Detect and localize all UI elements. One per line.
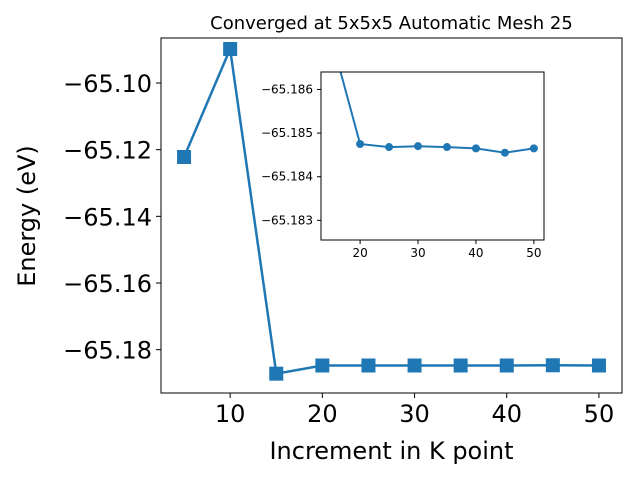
main-y-tick-label: −65.10: [63, 70, 152, 98]
inset-data-point: [385, 143, 394, 152]
main-y-tick-label: −65.12: [63, 137, 152, 165]
main-series-line: [182, 44, 600, 376]
main-y-tick-label: −65.14: [63, 203, 152, 231]
inset-x-axis: 20 30 40 50: [352, 240, 542, 260]
x-axis-label: Increment in K point: [269, 437, 513, 465]
main-x-tick-label: 10: [215, 400, 246, 428]
inset-plot-frame: [320, 71, 545, 241]
inset-x-tick-label: 20: [352, 246, 367, 260]
main-x-tick-label: 40: [491, 400, 522, 428]
inset-data-point: [529, 144, 538, 153]
main-x-tick-label: 30: [399, 400, 430, 428]
inset-data-point: [327, 33, 335, 41]
inset-series-line: [339, 72, 535, 154]
main-data-point: [407, 358, 422, 373]
inset-x-tick-label: 40: [468, 246, 483, 260]
main-data-point: [315, 358, 330, 373]
y-axis-label: Energy (eV): [13, 145, 41, 287]
main-data-point: [223, 42, 238, 56]
main-data-point: [269, 366, 284, 381]
inset-y-axis: −65.186 −65.185 −65.184 −65.183: [261, 82, 321, 227]
inset-data-point: [471, 144, 480, 153]
main-y-tick-label: −65.16: [63, 270, 152, 298]
main-data-point: [453, 358, 468, 373]
inset-y-tick-label: −65.183: [261, 213, 313, 227]
main-data-point: [591, 358, 606, 373]
inset-x-tick-label: 50: [526, 246, 541, 260]
main-plot: 10 20 30 40 50 −65.18−65.16−65.14−65.12−65.1…: [63, 37, 623, 428]
main-series-markers: [177, 42, 606, 381]
main-plot-frame: [160, 37, 623, 394]
inset-data-point: [442, 143, 451, 152]
inset-y-tick-label: −65.185: [261, 126, 313, 140]
main-data-point: [545, 358, 560, 373]
inset-plot: 20 30 40 50 −65.186 −65.185 −65.184 −65.183: [261, 33, 545, 260]
main-x-tick-label: 50: [584, 400, 615, 428]
main-x-axis: 10 20 30 40 50: [215, 393, 614, 428]
main-data-point: [499, 358, 514, 373]
inset-plot-background: [321, 72, 544, 240]
main-y-axis: −65.18 −65.16 −65.14 −65.12 −65.10: [63, 70, 161, 365]
inset-series-markers: [327, 33, 538, 157]
inset-data-point: [356, 140, 365, 148]
inset-data-point: [500, 148, 509, 157]
inset-x-tick-label: 30: [410, 246, 425, 260]
main-x-tick-label: 20: [307, 400, 338, 428]
inset-data-point: [414, 142, 423, 151]
main-data-point: [177, 150, 192, 164]
main-y-tick-label: −65.18: [63, 337, 152, 365]
inset-y-tick-label: −65.186: [261, 82, 313, 96]
inset-y-tick-label: −65.184: [261, 170, 313, 184]
main-title: Converged at 5x5x5 Automatic Mesh 25: [210, 13, 573, 34]
main-data-point: [361, 358, 376, 373]
